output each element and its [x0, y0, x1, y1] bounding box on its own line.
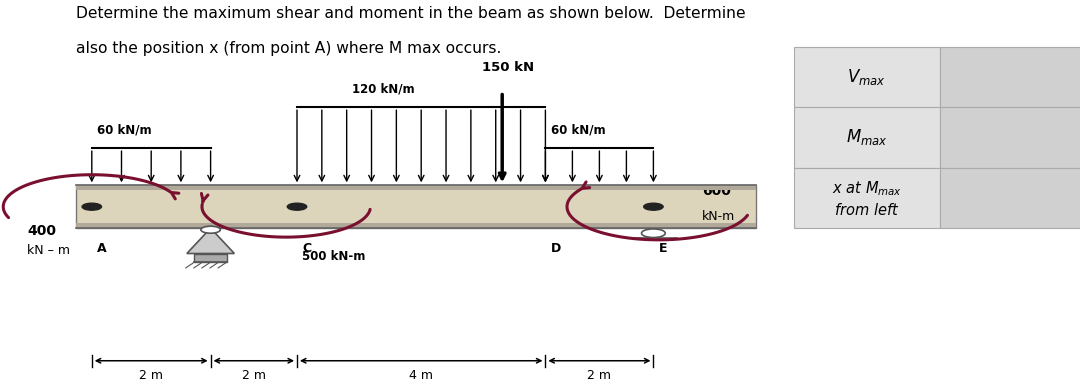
- Bar: [76, 185, 756, 190]
- Text: 150 kN: 150 kN: [482, 61, 534, 74]
- Text: 60 kN/m: 60 kN/m: [551, 124, 606, 136]
- Bar: [794, 107, 940, 168]
- Text: Determine the maximum shear and moment in the beam as shown below.  Determine: Determine the maximum shear and moment i…: [76, 6, 745, 21]
- Text: 60 kN/m: 60 kN/m: [97, 124, 152, 136]
- Circle shape: [644, 203, 663, 210]
- Text: $\mathit{M}_{max}$: $\mathit{M}_{max}$: [846, 128, 888, 147]
- Text: 400: 400: [27, 224, 56, 238]
- Text: 2 m: 2 m: [139, 369, 163, 382]
- Bar: [940, 47, 1080, 107]
- Text: $from\ left$: $from\ left$: [834, 202, 900, 218]
- Text: 600: 600: [702, 184, 731, 198]
- Bar: [76, 185, 756, 228]
- Text: 2 m: 2 m: [588, 369, 611, 382]
- Text: A: A: [97, 242, 107, 255]
- Text: 500 kN-m: 500 kN-m: [302, 250, 366, 262]
- Bar: [794, 168, 940, 228]
- Bar: [940, 168, 1080, 228]
- Text: kN-m: kN-m: [702, 210, 735, 223]
- Circle shape: [287, 203, 307, 210]
- Circle shape: [82, 203, 102, 210]
- Text: 4 m: 4 m: [409, 369, 433, 382]
- Text: kN – m: kN – m: [27, 244, 70, 257]
- Text: 120 kN/m: 120 kN/m: [352, 83, 415, 96]
- Bar: [940, 107, 1080, 168]
- Text: B: B: [216, 242, 226, 255]
- Bar: [76, 223, 756, 228]
- Text: 2 m: 2 m: [242, 369, 266, 382]
- Text: C: C: [302, 242, 311, 255]
- Circle shape: [201, 226, 220, 233]
- Text: $x$ $at$ $M_{max}$: $x$ $at$ $M_{max}$: [832, 179, 902, 197]
- Text: also the position x (from point A) where M max occurs.: also the position x (from point A) where…: [76, 41, 501, 56]
- Circle shape: [642, 229, 665, 238]
- Text: $\mathit{V}_{max}$: $\mathit{V}_{max}$: [848, 67, 886, 87]
- Text: D: D: [551, 242, 561, 255]
- Bar: [794, 47, 940, 107]
- Bar: [194, 254, 227, 262]
- Polygon shape: [187, 228, 234, 254]
- Text: E: E: [659, 242, 667, 255]
